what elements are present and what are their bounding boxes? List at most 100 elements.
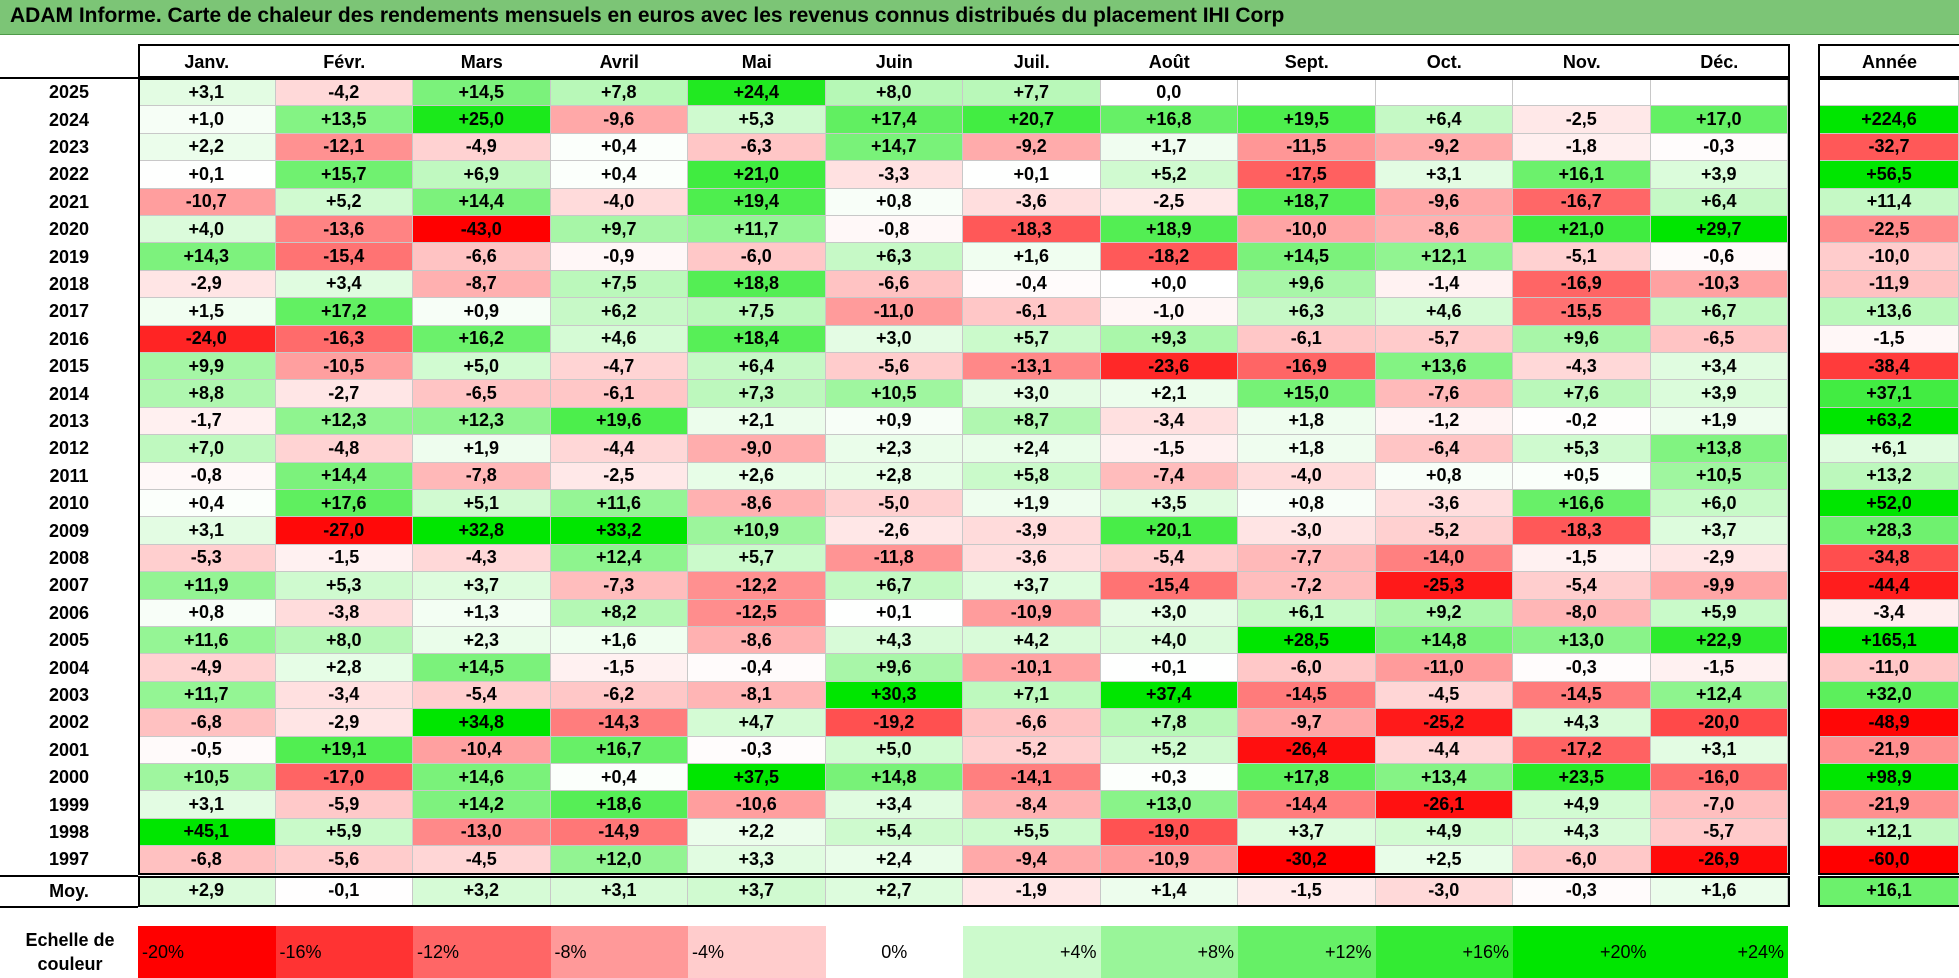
title-bar: ADAM Informe. Carte de chaleur des rende… bbox=[0, 0, 1959, 35]
heatmap-cell: +0,8 bbox=[825, 188, 963, 216]
heatmap-cell: -6,1 bbox=[963, 298, 1101, 326]
average-cell: +2,9 bbox=[138, 876, 276, 906]
column-header-5: Mai bbox=[741, 51, 772, 72]
year-total-cell: +98,9 bbox=[1820, 764, 1959, 792]
heatmap-cell: -15,5 bbox=[1513, 298, 1651, 326]
heatmap-cell: +37,4 bbox=[1100, 681, 1238, 710]
column-header-3: Mars bbox=[460, 51, 503, 72]
heatmap-cell: +1,8 bbox=[1238, 435, 1376, 463]
heatmap-cell: -10,5 bbox=[275, 353, 413, 381]
heatmap-cell: -4,0 bbox=[550, 188, 688, 216]
year-total-cell: +11,4 bbox=[1820, 188, 1959, 216]
heatmap-cell: +17,0 bbox=[1650, 106, 1788, 134]
heatmap-cell: -4,9 bbox=[138, 654, 276, 682]
row-label-2014: 2014 bbox=[48, 383, 90, 404]
heatmap-cell: +2,3 bbox=[413, 627, 551, 655]
average-cell: -1,9 bbox=[963, 876, 1101, 906]
heatmap-cell: +2,3 bbox=[825, 435, 963, 463]
heatmap-cell: -8,6 bbox=[688, 490, 826, 518]
column-header-6: Juin bbox=[875, 51, 913, 72]
row-label-1999: 1999 bbox=[48, 794, 90, 815]
heatmap-cell: -6,5 bbox=[1650, 325, 1788, 353]
color-scale-step: -16% bbox=[275, 926, 413, 978]
heatmap-cell: -10,1 bbox=[963, 654, 1101, 682]
heatmap-cell: -6,2 bbox=[550, 681, 688, 710]
heatmap-cell: +3,1 bbox=[138, 517, 276, 545]
heatmap-cell: +0,4 bbox=[138, 490, 276, 518]
heatmap-cell: +5,0 bbox=[825, 736, 963, 764]
heatmap-cell: -26,9 bbox=[1650, 846, 1788, 874]
heatmap-cell: -10,0 bbox=[1238, 216, 1376, 244]
heatmap-cell: -6,0 bbox=[1513, 846, 1651, 874]
heatmap-cell: -3,4 bbox=[1100, 407, 1238, 436]
heatmap-cell: -10,3 bbox=[1650, 270, 1788, 299]
color-scale-label: Echelle de couleur bbox=[0, 926, 140, 978]
heatmap-cell: +16,8 bbox=[1100, 106, 1238, 134]
heatmap-cell: +16,1 bbox=[1513, 161, 1651, 189]
heatmap-cell: -10,9 bbox=[963, 599, 1101, 627]
average-bottom-line bbox=[0, 905, 138, 908]
heatmap-cell: -0,8 bbox=[825, 216, 963, 244]
heatmap-cell: -14,1 bbox=[963, 764, 1101, 792]
heatmap-cell: -3,6 bbox=[963, 544, 1101, 573]
year-total-cell: +6,1 bbox=[1820, 435, 1959, 463]
heatmap-cell: -23,6 bbox=[1100, 353, 1238, 381]
heatmap-cell: -9,9 bbox=[1650, 572, 1788, 600]
heatmap-cell: +3,5 bbox=[1100, 490, 1238, 518]
heatmap-cell: +3,0 bbox=[825, 325, 963, 353]
heatmap-cell: -18,3 bbox=[963, 216, 1101, 244]
row-label-2012: 2012 bbox=[48, 438, 90, 459]
heatmap-cell: -8,7 bbox=[413, 270, 551, 299]
heatmap-cell: +13,0 bbox=[1513, 627, 1651, 655]
heatmap-cell: +14,2 bbox=[413, 791, 551, 819]
year-total-cell: -44,4 bbox=[1820, 572, 1959, 600]
heatmap-cell: +13,8 bbox=[1650, 435, 1788, 463]
heatmap-cell: +4,9 bbox=[1513, 791, 1651, 819]
row-label-2023: 2023 bbox=[48, 136, 90, 157]
heatmap-cell: +8,2 bbox=[550, 599, 688, 627]
heatmap-cell: +1,5 bbox=[138, 298, 276, 326]
heatmap-cell: -15,4 bbox=[275, 243, 413, 271]
heatmap-cell: -5,7 bbox=[1650, 818, 1788, 847]
heatmap-cell: -3,3 bbox=[825, 161, 963, 189]
heatmap-cell: +8,7 bbox=[963, 407, 1101, 436]
heatmap-cell: +0,3 bbox=[1100, 764, 1238, 792]
year-total-cell: -3,4 bbox=[1820, 599, 1959, 627]
heatmap-cell: -6,6 bbox=[413, 243, 551, 271]
heatmap-cell: -2,9 bbox=[138, 270, 276, 299]
heatmap-cell: -6,8 bbox=[138, 846, 276, 874]
heatmap-cell: -4,4 bbox=[1375, 736, 1513, 764]
heatmap-cell: +22,9 bbox=[1650, 627, 1788, 655]
heatmap-cell: -19,2 bbox=[825, 709, 963, 737]
heatmap-cell bbox=[1375, 79, 1513, 107]
heatmap-cell: -5,3 bbox=[138, 544, 276, 573]
heatmap-cell: -3,6 bbox=[1375, 490, 1513, 518]
year-total-cell bbox=[1820, 79, 1959, 107]
heatmap-cell: -7,7 bbox=[1238, 544, 1376, 573]
heatmap-cell: +2,2 bbox=[688, 818, 826, 847]
heatmap-cell: +4,3 bbox=[1513, 818, 1651, 847]
heatmap-cell: -0,4 bbox=[688, 654, 826, 682]
heatmap-cell: +34,8 bbox=[413, 709, 551, 737]
heatmap-cell: +10,5 bbox=[1650, 462, 1788, 490]
year-total-cell: +52,0 bbox=[1820, 490, 1959, 518]
heatmap-cell: +11,6 bbox=[550, 490, 688, 518]
heatmap-cell: -0,4 bbox=[963, 270, 1101, 299]
year-total-cell: -34,8 bbox=[1820, 544, 1959, 573]
heatmap-cell: +12,3 bbox=[413, 407, 551, 436]
heatmap-cell: -4,8 bbox=[275, 435, 413, 463]
heatmap-cell: +32,8 bbox=[413, 517, 551, 545]
heatmap-cell: +7,7 bbox=[963, 79, 1101, 107]
heatmap-cell: -17,0 bbox=[275, 764, 413, 792]
heatmap-cell: -8,6 bbox=[688, 627, 826, 655]
color-scale-step: -12% bbox=[413, 926, 551, 978]
heatmap-cell: -6,6 bbox=[825, 270, 963, 299]
heatmap-cell: -18,2 bbox=[1100, 243, 1238, 271]
column-header-10: Oct. bbox=[1426, 51, 1462, 72]
heatmap-cell: -1,5 bbox=[1100, 435, 1238, 463]
heatmap-cell: -9,7 bbox=[1238, 709, 1376, 737]
heatmap-cell: -0,3 bbox=[1650, 133, 1788, 162]
average-cell: -0,3 bbox=[1513, 876, 1651, 906]
row-label-2009: 2009 bbox=[48, 520, 90, 541]
heatmap-cell: +3,4 bbox=[825, 791, 963, 819]
